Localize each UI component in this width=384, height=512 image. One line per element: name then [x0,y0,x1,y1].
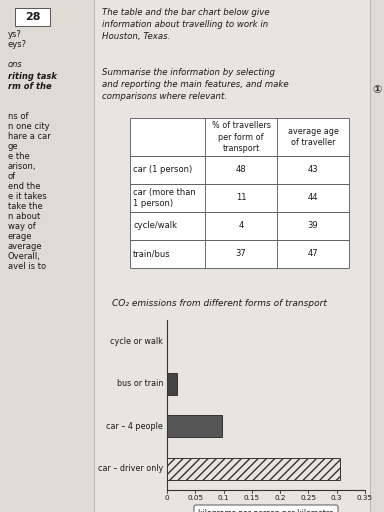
Text: 47: 47 [308,249,318,259]
Text: 43: 43 [308,165,318,175]
Text: hare a car: hare a car [8,132,51,141]
Text: n about: n about [8,212,40,221]
Text: 0.2: 0.2 [275,495,286,501]
Text: 0.1: 0.1 [218,495,229,501]
Bar [15,8,50,26]
Text: take the: take the [8,202,43,211]
Bar [130,240,349,268]
Text: riting task: riting task [8,72,57,81]
Text: 48: 48 [236,165,246,175]
Text: way of: way of [8,222,36,231]
Text: cycle/walk: cycle/walk [133,222,177,230]
Text: bus or train: bus or train [117,379,163,388]
Text: train/bus: train/bus [133,249,170,259]
Text: n one city: n one city [8,122,50,131]
Text: arison,: arison, [8,162,36,171]
Bar [130,184,349,212]
Text: 11: 11 [236,194,246,203]
Text: rm of the: rm of the [8,82,51,91]
Text: 0.15: 0.15 [244,495,260,501]
Text: 44: 44 [308,194,318,203]
Text: end the: end the [8,182,40,191]
Text: car (more than
1 person): car (more than 1 person) [133,188,196,208]
Text: 39: 39 [308,222,318,230]
Text: of: of [8,172,16,181]
Text: ge: ge [8,142,19,151]
Text: cycle or walk: cycle or walk [110,337,163,346]
Text: 37: 37 [236,249,247,259]
Text: e it takes: e it takes [8,192,47,201]
Bar [130,212,349,240]
Text: 0: 0 [165,495,169,501]
Text: avel is to: avel is to [8,262,46,271]
Bar [167,373,177,395]
Text: Summarise the information by selecting
and reporting the main features, and make: Summarise the information by selecting a… [102,68,289,100]
Text: 0.05: 0.05 [187,495,204,501]
Text: average: average [8,242,43,251]
FancyBboxPatch shape [194,505,338,512]
Bar [130,118,349,156]
Text: 0.3: 0.3 [331,495,343,501]
Bar [167,458,339,480]
Text: The table and the bar chart below give
information about travelling to work in
H: The table and the bar chart below give i… [102,8,270,40]
Text: CO₂ emissions from different forms of transport: CO₂ emissions from different forms of tr… [112,299,327,308]
Text: e the: e the [8,152,30,161]
Text: 4: 4 [238,222,243,230]
Text: % of travellers
per form of
transport: % of travellers per form of transport [212,121,270,153]
Text: 0.25: 0.25 [300,495,316,501]
Text: 0.35: 0.35 [357,495,373,501]
Bar [370,0,384,512]
Text: kilograms per person per kilometre: kilograms per person per kilometre [198,509,334,512]
Text: 28: 28 [25,12,40,22]
Text: car – driver only: car – driver only [98,464,163,473]
Text: erage: erage [8,232,33,241]
Text: Overall,: Overall, [8,252,41,261]
Text: average age
of traveller: average age of traveller [288,127,338,147]
Bar [130,156,349,184]
Bar [0,0,94,512]
Text: car (1 person): car (1 person) [133,165,192,175]
Text: eys?: eys? [8,40,27,49]
Text: ns of: ns of [8,112,28,121]
Text: ys?: ys? [8,30,22,39]
Text: ①: ① [372,85,382,95]
Text: car – 4 people: car – 4 people [106,422,163,431]
Bar [167,415,222,437]
Text: ons: ons [8,60,23,69]
